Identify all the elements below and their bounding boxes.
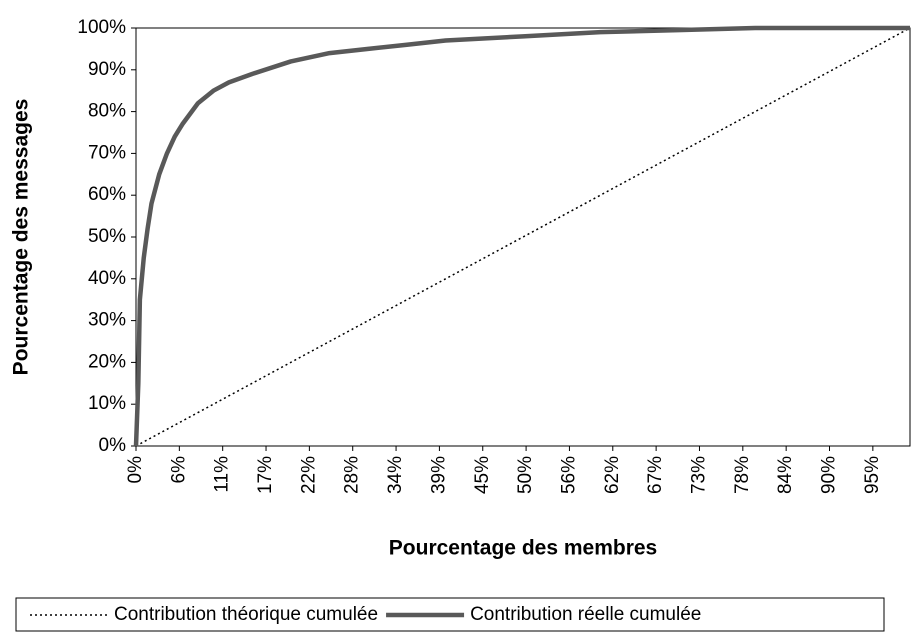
x-tick-label: 34%	[385, 456, 406, 494]
x-tick-label: 90%	[819, 456, 840, 494]
x-tick-label: 6%	[168, 456, 189, 484]
x-tick-label: 67%	[645, 456, 666, 494]
series-line	[133, 25, 910, 447]
x-tick-label: 56%	[558, 456, 579, 494]
y-tick-label: 80%	[88, 101, 126, 122]
series-line	[135, 27, 911, 447]
y-tick-label: 30%	[88, 310, 126, 331]
x-tick-label: 39%	[428, 456, 449, 494]
x-tick-label: 22%	[298, 456, 319, 494]
y-tick-label: 10%	[88, 393, 126, 414]
legend	[15, 597, 885, 632]
x-tick-label: 84%	[775, 456, 796, 494]
x-tick-label: 28%	[342, 456, 363, 494]
x-tick-label: 45%	[472, 456, 493, 494]
y-tick-label: 50%	[88, 226, 126, 247]
y-tick-label: 100%	[77, 17, 126, 38]
x-axis-title: Pourcentage des membres	[389, 537, 657, 560]
y-tick-label: 70%	[88, 142, 126, 163]
x-tick-label: 11%	[212, 456, 233, 493]
y-tick-label: 90%	[88, 59, 126, 80]
y-tick-label: 20%	[88, 351, 126, 372]
y-axis-title: Pourcentage des messages	[10, 99, 33, 376]
legend-label: Contribution théorique cumulée	[114, 604, 378, 625]
x-tick-label: 17%	[255, 456, 276, 494]
x-tick-label: 62%	[602, 456, 623, 494]
x-tick-label: 50%	[515, 456, 536, 494]
x-tick-label: 73%	[688, 456, 709, 494]
y-tick-label: 0%	[99, 435, 127, 456]
x-tick-label: 95%	[862, 456, 883, 494]
x-tick-label: 0%	[125, 456, 146, 484]
y-tick-label: 40%	[88, 268, 126, 289]
y-tick-label: 60%	[88, 184, 126, 205]
legend-label: Contribution réelle cumulée	[470, 604, 701, 625]
x-tick-label: 78%	[732, 456, 753, 494]
